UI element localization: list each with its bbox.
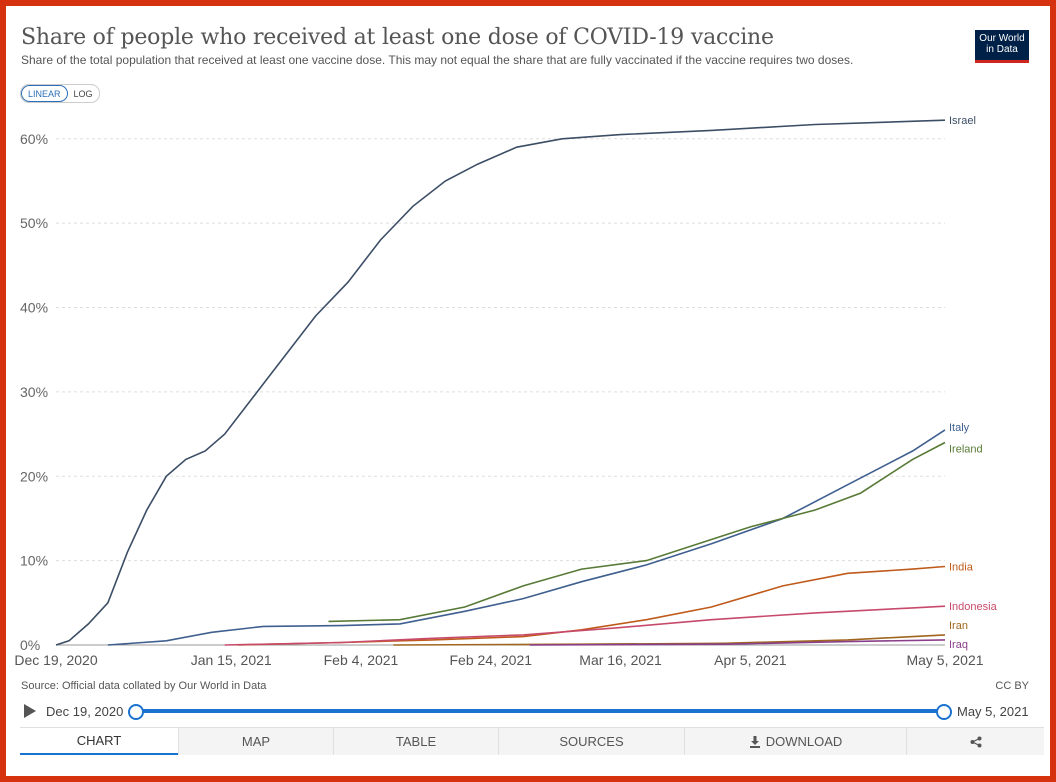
y-tick-label: 60% (20, 131, 48, 147)
log-scale-button[interactable]: LOG (73, 88, 93, 99)
tab-table-label: TABLE (395, 734, 437, 749)
tab-chart-label: CHART (76, 733, 122, 748)
share-icon (970, 736, 981, 747)
source-note[interactable]: Source: Official data collated by Our Wo… (21, 680, 267, 692)
series-line-india (237, 565, 946, 646)
scale-toggle: LINEAR LOG (20, 84, 100, 103)
y-tick-label: 50% (20, 215, 48, 231)
series-label-italy: Italy (949, 422, 970, 434)
x-tick-label: Feb 24, 2021 (450, 652, 533, 668)
x-tick-label: May 5, 2021 (906, 652, 983, 668)
series-line-israel (55, 119, 946, 646)
y-tick-label: 10% (20, 553, 48, 569)
chart-title: Share of people who received at least on… (21, 25, 774, 50)
logo-line-1: Our World (979, 33, 1025, 44)
series-label-india: India (949, 562, 974, 574)
chart-subtitle: Share of the total population that recei… (21, 53, 854, 67)
series-line-iraq (529, 639, 946, 646)
series-line-iran (393, 634, 946, 646)
y-tick-label: 30% (20, 384, 48, 400)
timeline-start-label: Dec 19, 2020 (46, 704, 124, 719)
y-tick-label: 0% (20, 637, 40, 653)
y-tick-label: 40% (20, 300, 48, 316)
tab-download[interactable]: DOWNLOAD (684, 728, 906, 755)
timeline-end-label: May 5, 2021 (957, 704, 1029, 719)
tab-share[interactable] (906, 728, 1044, 755)
tab-map-label: MAP (241, 734, 271, 749)
series-line-ireland (328, 441, 946, 623)
series-label-indonesia: Indonesia (949, 601, 998, 613)
tab-table[interactable]: TABLE (333, 728, 498, 755)
x-tick-label: Jan 15, 2021 (191, 652, 272, 668)
logo-underline (975, 60, 1029, 63)
series-label-iran: Iran (949, 620, 968, 632)
y-tick-label: 20% (20, 468, 48, 484)
line-chart: 0% 10% 20% 30% 40% 50% 60% Dec 19, 2020 Jan 15, … (14, 115, 998, 668)
x-tick-label: Feb 4, 2021 (324, 652, 399, 668)
tab-download-label: DOWNLOAD (765, 734, 843, 749)
x-tick-label: Mar 16, 2021 (579, 652, 662, 668)
tab-bar: CHART MAP TABLE SOURCES DOWNLOAD (20, 727, 1044, 755)
series-label-ireland: Ireland (949, 444, 983, 456)
series-line-indonesia (224, 605, 946, 646)
timeline-end-handle[interactable] (936, 704, 952, 720)
linear-scale-button[interactable]: LINEAR (21, 85, 68, 102)
tab-map[interactable]: MAP (178, 728, 333, 755)
owid-logo[interactable]: Our World in Data (975, 30, 1029, 63)
download-icon (749, 735, 760, 748)
tab-chart[interactable]: CHART (20, 728, 178, 755)
x-tick-label: Apr 5, 2021 (714, 652, 787, 668)
series-label-iraq: Iraq (949, 639, 968, 651)
x-tick-label: Dec 19, 2020 (14, 652, 97, 668)
series-line-italy (107, 429, 946, 646)
license-note[interactable]: CC BY (995, 680, 1029, 692)
timeline: Dec 19, 2020 May 5, 2021 (0, 700, 1056, 722)
timeline-start-handle[interactable] (128, 704, 144, 720)
logo-line-2: in Data (986, 44, 1018, 55)
tab-sources-label: SOURCES (559, 734, 624, 749)
tab-sources[interactable]: SOURCES (498, 728, 684, 755)
play-icon[interactable] (24, 704, 36, 718)
timeline-track[interactable] (135, 709, 943, 713)
series-label-israel: Israel (949, 115, 976, 127)
